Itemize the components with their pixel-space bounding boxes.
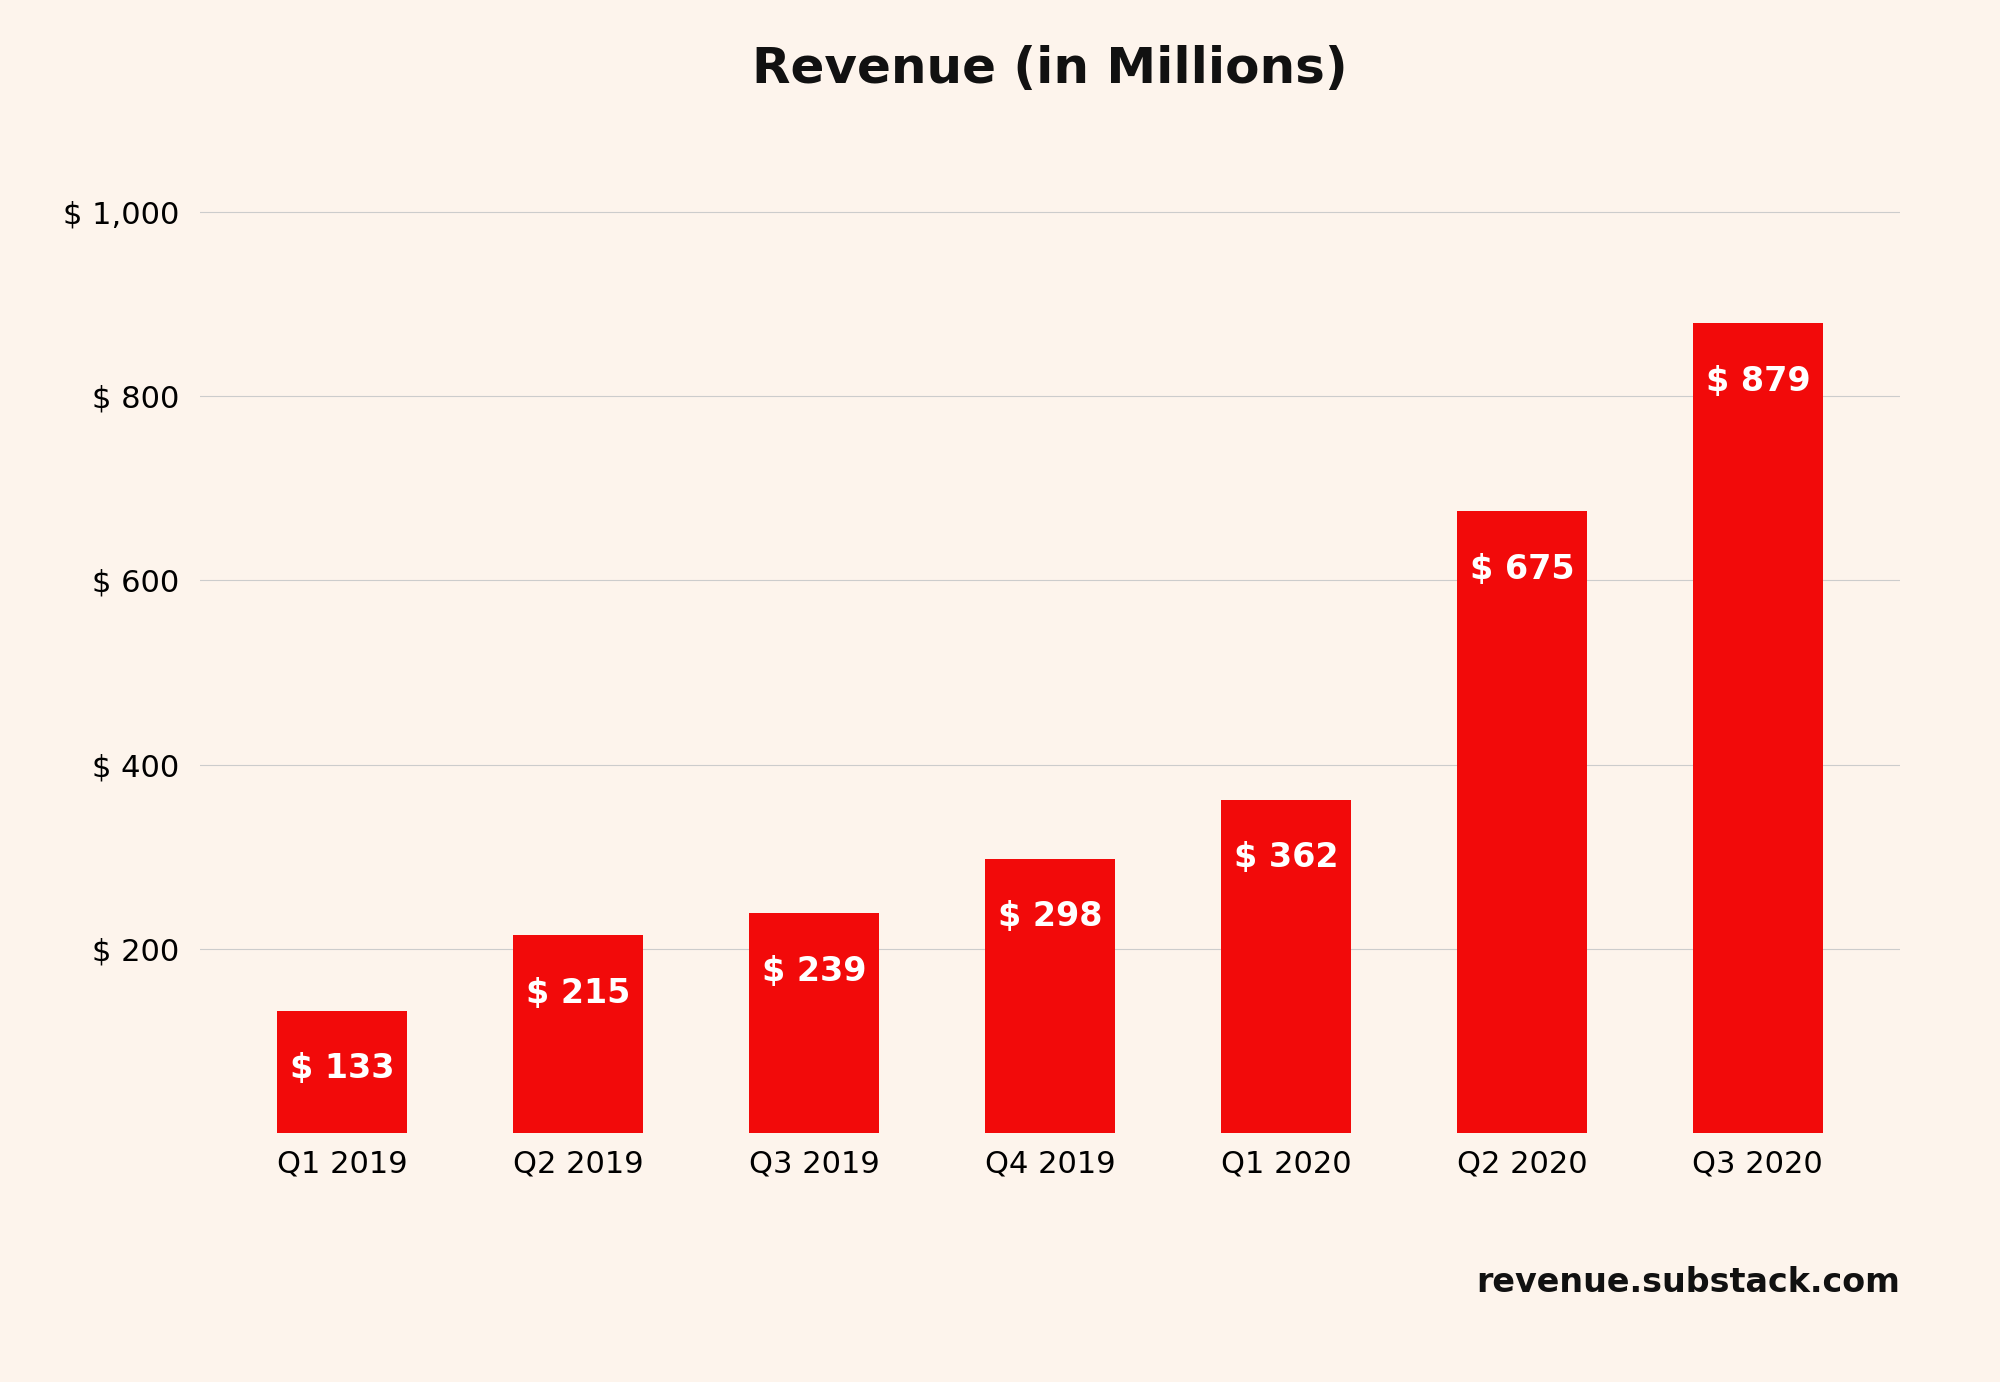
Bar — [1222, 800, 1350, 1133]
Text: $ 362: $ 362 — [1234, 842, 1338, 875]
Text: $ 215: $ 215 — [526, 977, 630, 1010]
Text: $ 133: $ 133 — [290, 1052, 394, 1085]
Text: $ 879: $ 879 — [1706, 365, 1810, 398]
Bar — [1692, 323, 1822, 1133]
Text: $ 675: $ 675 — [1470, 553, 1574, 586]
Bar — [278, 1010, 408, 1133]
Text: $ 298: $ 298 — [998, 900, 1102, 933]
Text: $ 239: $ 239 — [762, 955, 866, 988]
Bar — [986, 858, 1114, 1133]
Bar — [514, 936, 642, 1133]
Text: revenue.substack.com: revenue.substack.com — [1476, 1266, 1900, 1299]
Bar — [1458, 511, 1586, 1133]
Bar — [750, 914, 878, 1133]
Title: Revenue (in Millions): Revenue (in Millions) — [752, 44, 1348, 93]
